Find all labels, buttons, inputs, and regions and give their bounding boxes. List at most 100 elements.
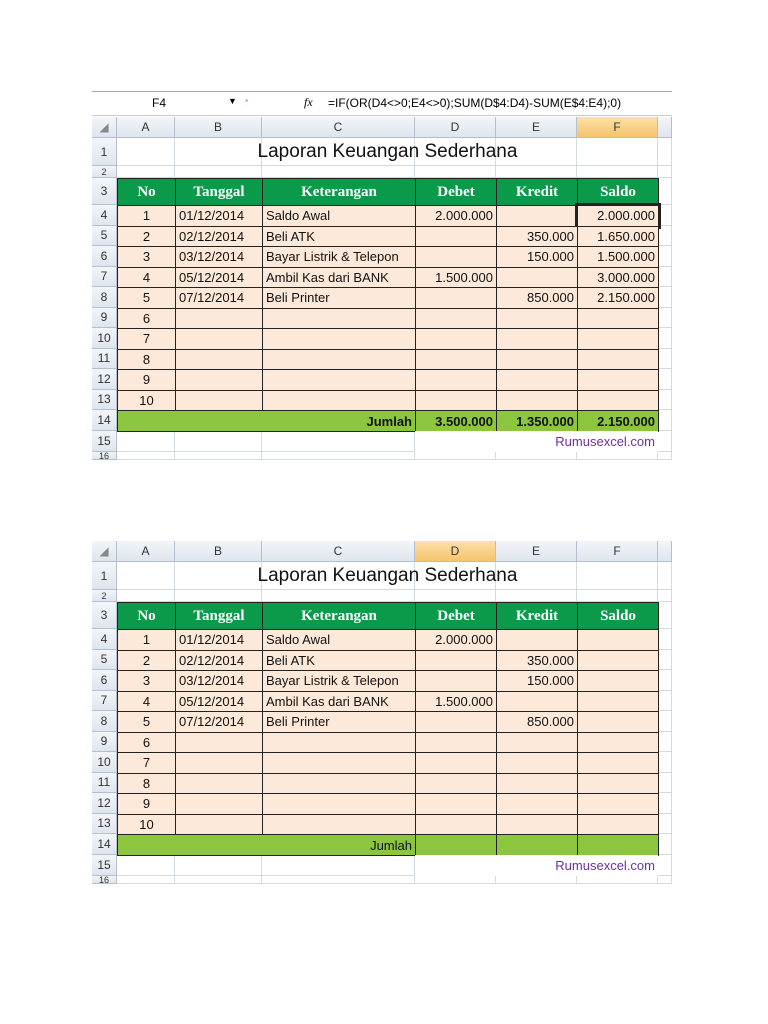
total-value: 1.350.000 <box>496 410 578 432</box>
table-cell: 3 <box>117 246 176 268</box>
grid-cell <box>658 649 672 670</box>
column-header: A <box>117 117 175 138</box>
table-cell <box>577 772 659 794</box>
grid-cell <box>262 590 415 602</box>
total-value <box>415 834 497 856</box>
table-cell: Ambil Kas dari BANK <box>262 266 416 288</box>
grid-cell <box>262 166 415 178</box>
table-cell <box>415 731 497 753</box>
column-header: D <box>415 541 496 562</box>
table-cell: Beli ATK <box>262 225 416 247</box>
table-cell <box>415 348 497 370</box>
table-cell: 350.000 <box>496 225 578 247</box>
dropdown-arrow[interactable]: ▼ <box>228 96 237 106</box>
row-header: 14 <box>92 410 117 431</box>
grid-cell <box>658 793 672 814</box>
credit: Rumusexcel.com <box>415 855 658 876</box>
column-header: E <box>496 541 577 562</box>
grid-cell <box>262 138 415 166</box>
table-cell <box>577 629 659 651</box>
name-box[interactable]: F4 <box>152 96 167 110</box>
table-cell <box>262 307 416 329</box>
table-cell: 10 <box>117 813 176 835</box>
select-all: ◢ <box>92 541 117 562</box>
table-cell: 1.500.000 <box>415 690 497 712</box>
table-cell <box>175 369 263 391</box>
table-cell <box>577 328 659 350</box>
table-header: Saldo <box>577 602 659 630</box>
grid-cell <box>496 876 577 884</box>
table-cell <box>496 772 578 794</box>
table-cell: 8 <box>117 772 176 794</box>
grid-cell <box>262 431 415 452</box>
table-cell <box>415 246 497 268</box>
table-cell <box>496 266 578 288</box>
table-cell: Ambil Kas dari BANK <box>262 690 416 712</box>
grid-cell <box>175 562 262 590</box>
table-cell <box>415 813 497 835</box>
grid-cell <box>175 452 262 460</box>
table-cell: 05/12/2014 <box>175 266 263 288</box>
table-cell <box>415 752 497 774</box>
grid-cell <box>117 562 175 590</box>
credit: Rumusexcel.com <box>415 431 658 452</box>
row-header: 10 <box>92 328 117 349</box>
grid-cell <box>658 246 672 267</box>
grid-cell <box>658 178 672 205</box>
total-label: Jumlah <box>117 410 416 432</box>
formula[interactable]: =IF(OR(D4<>0;E4<>0);SUM(D$4:D4)-SUM(E$4:… <box>328 96 622 110</box>
table-cell <box>415 369 497 391</box>
row-header: 11 <box>92 348 117 369</box>
grid-cell <box>262 562 415 590</box>
table-cell <box>496 752 578 774</box>
grid-cell <box>577 452 658 460</box>
column-header: F <box>577 117 658 138</box>
table-cell: Beli Printer <box>262 287 416 309</box>
grid-cell <box>658 205 672 226</box>
grid-cell <box>415 166 496 178</box>
grid-cell <box>175 431 262 452</box>
column-header: F <box>577 541 658 562</box>
row-header: 15 <box>92 431 117 452</box>
column-header: B <box>175 541 262 562</box>
grid-cell <box>658 562 672 590</box>
fx-icon[interactable]: fx <box>304 95 313 109</box>
table-header: Debet <box>415 602 497 630</box>
table-cell: 5 <box>117 711 176 733</box>
row-header: 5 <box>92 225 117 246</box>
table-cell: 1.650.000 <box>577 225 659 247</box>
table-cell: 1.500.000 <box>415 266 497 288</box>
table-header: No <box>117 178 176 206</box>
table-cell: Beli ATK <box>262 649 416 671</box>
row-header: 15 <box>92 855 117 876</box>
cancel-icon: ◔ <box>242 94 250 108</box>
table-cell <box>496 369 578 391</box>
table-header: Tanggal <box>175 602 263 630</box>
total-value <box>496 834 578 856</box>
table-header: Tanggal <box>175 178 263 206</box>
table-cell <box>577 649 659 671</box>
row-header: 1 <box>92 562 117 590</box>
grid-cell <box>415 138 496 166</box>
table-cell <box>577 670 659 692</box>
grid-cell <box>262 876 415 884</box>
table-cell: 6 <box>117 307 176 329</box>
table-cell <box>577 752 659 774</box>
table-cell <box>415 649 497 671</box>
table-cell: 850.000 <box>496 287 578 309</box>
table-cell <box>262 813 416 835</box>
grid-cell <box>658 731 672 752</box>
grid-cell <box>117 431 175 452</box>
table-header: Kredit <box>496 602 578 630</box>
grid-cell <box>658 138 672 166</box>
grid-cell <box>415 452 496 460</box>
table-cell <box>496 813 578 835</box>
table-cell <box>262 793 416 815</box>
grid-cell <box>658 166 672 178</box>
grid-cell <box>262 855 415 876</box>
row-header: 8 <box>92 287 117 308</box>
table-cell <box>496 389 578 411</box>
table-cell: 350.000 <box>496 649 578 671</box>
grid-cell <box>658 389 672 410</box>
table-cell <box>577 813 659 835</box>
